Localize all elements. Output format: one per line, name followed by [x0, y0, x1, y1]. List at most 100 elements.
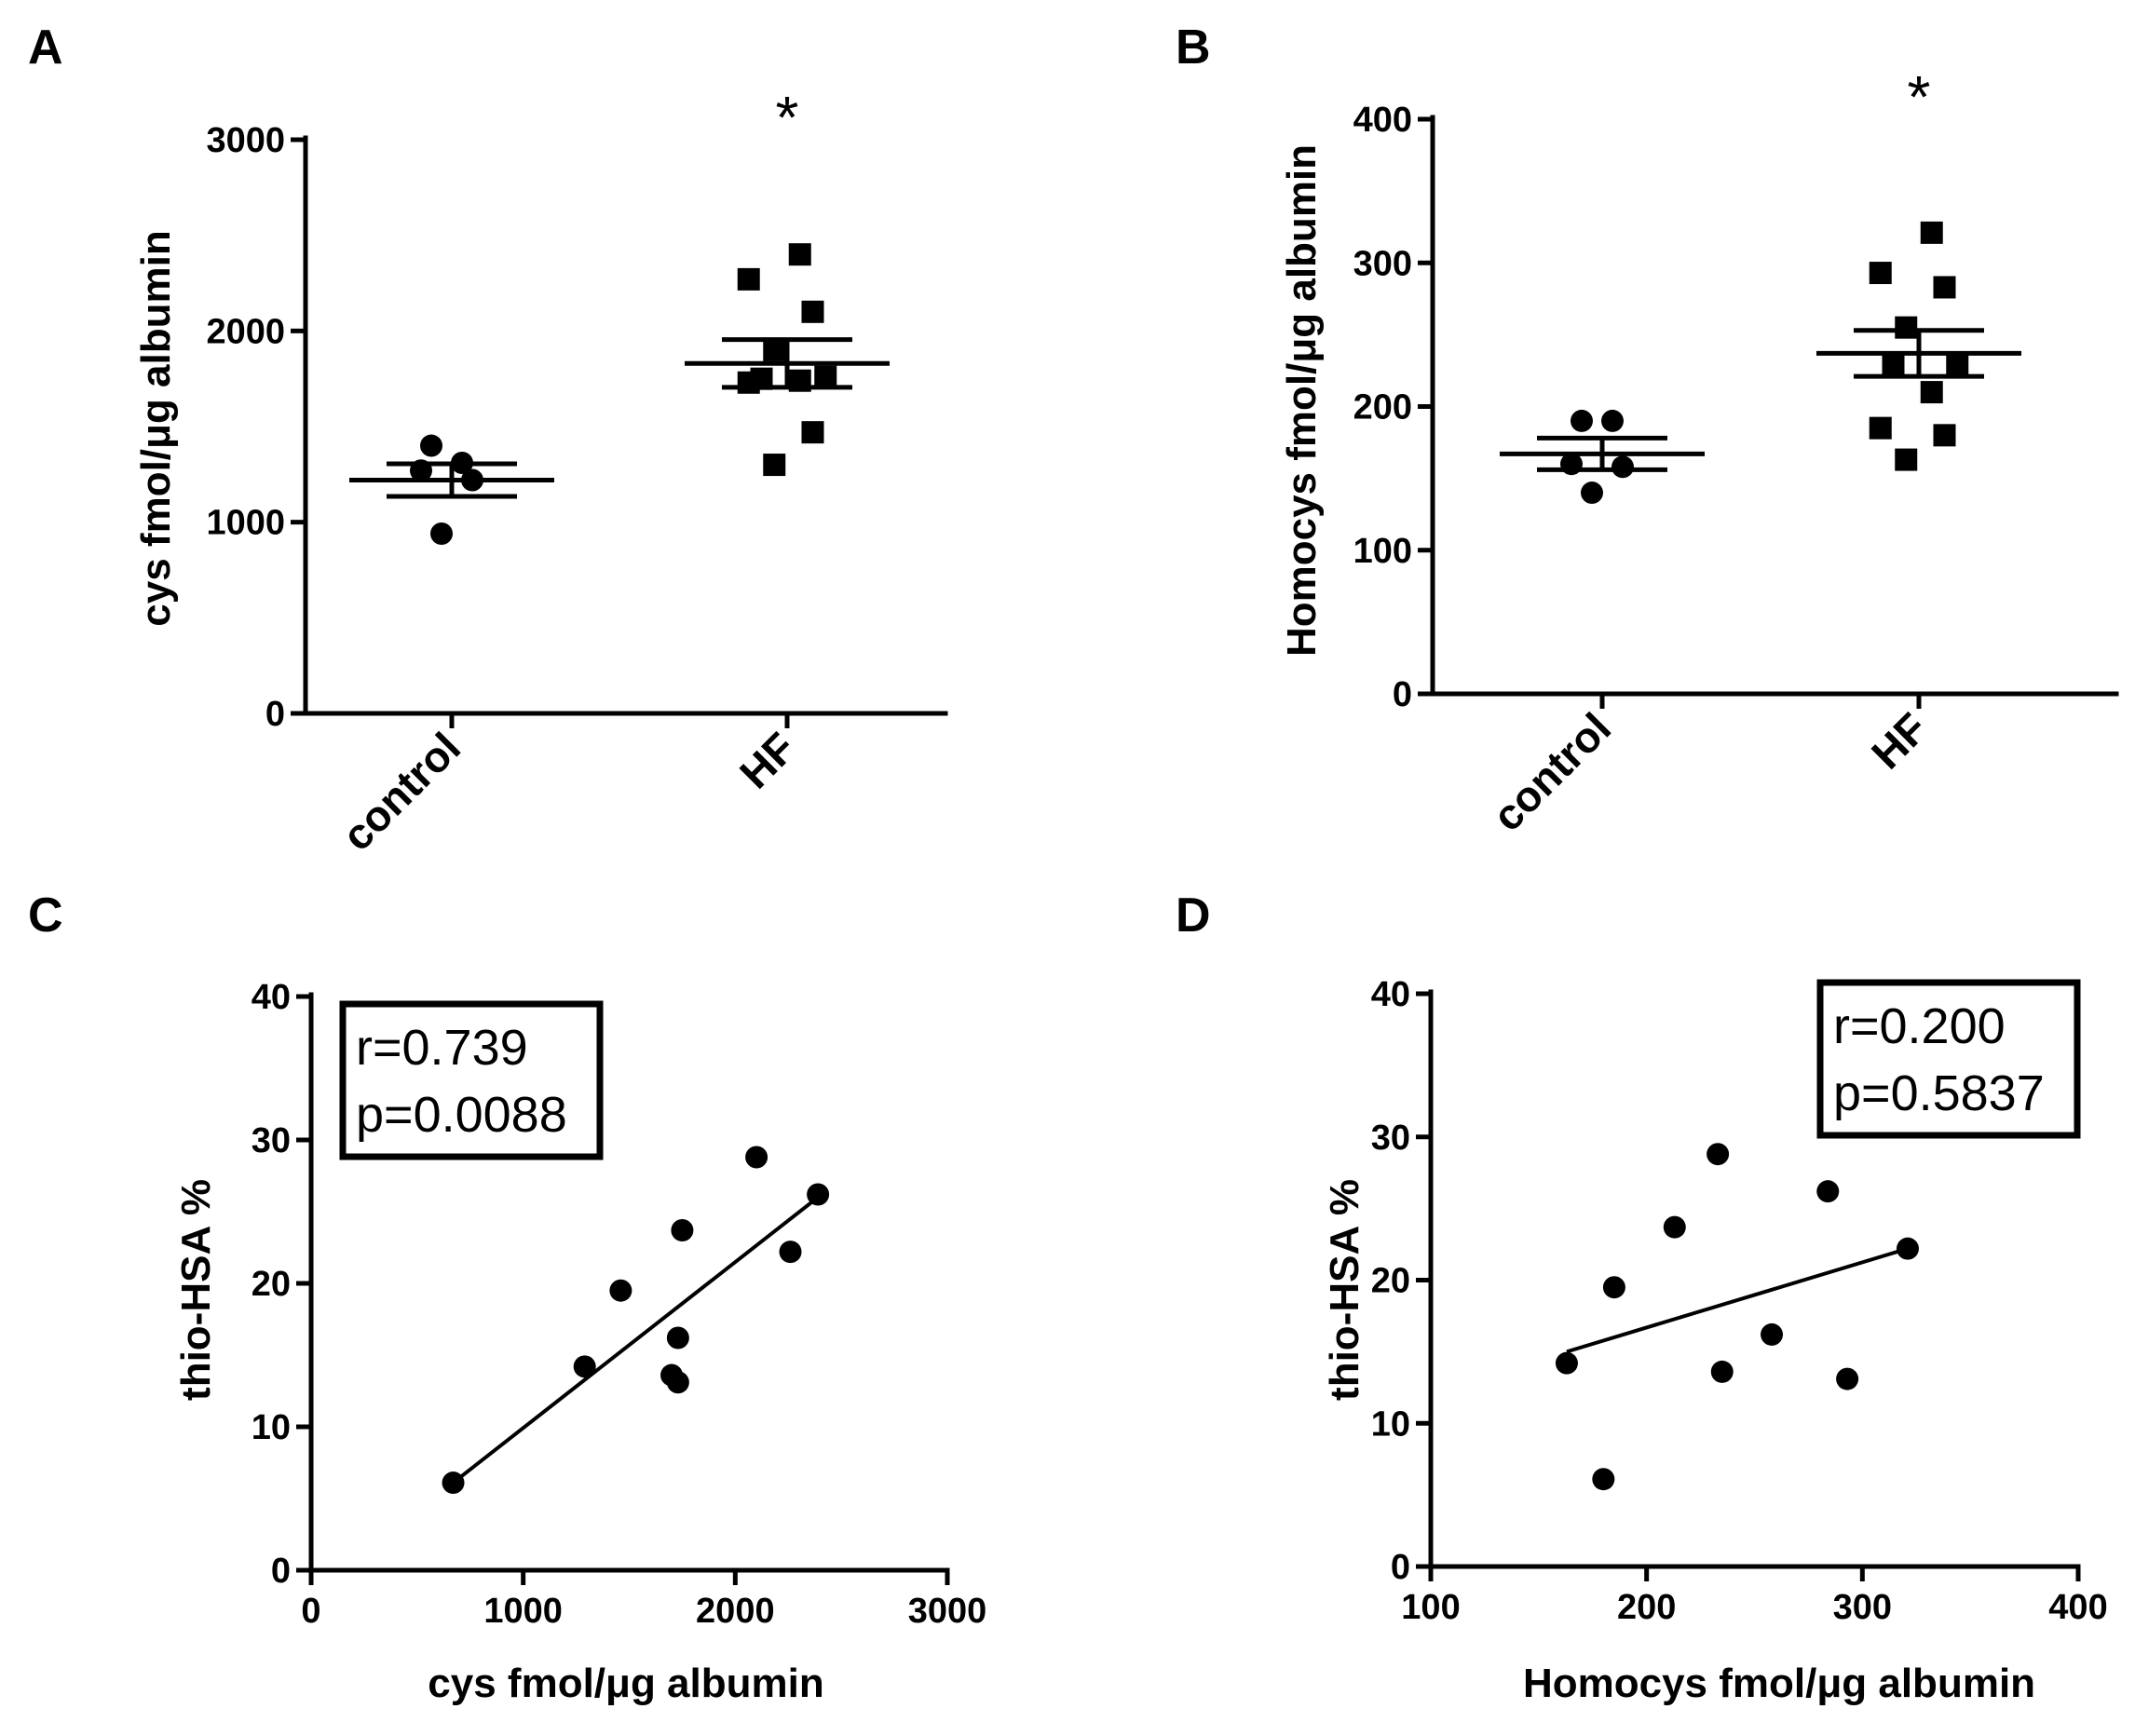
- data-point: [1707, 1143, 1730, 1166]
- data-point: [1601, 409, 1624, 432]
- stats-r: r=0.200: [1833, 998, 2006, 1054]
- y-tick-label: 0: [271, 1552, 291, 1591]
- y-tick-label: 20: [1371, 1262, 1410, 1301]
- data-point: [1836, 1367, 1859, 1390]
- y-tick-label: 2000: [206, 312, 285, 351]
- panel-letter-d: D: [1176, 888, 1211, 943]
- y-tick-label: 400: [1353, 101, 1412, 140]
- x-axis-title: cys fmol/μg albumin: [428, 1661, 823, 1706]
- regression-line: [1566, 1246, 1909, 1354]
- stats-p: p=0.0088: [356, 1087, 567, 1143]
- y-tick-label: 200: [1353, 388, 1412, 427]
- data-point: [1946, 352, 1969, 375]
- y-axis-title: Homocys fmol/μg albumin: [1279, 144, 1325, 657]
- y-tick-label: 30: [252, 1121, 291, 1160]
- stats-box: r=0.200 p=0.5837: [1816, 979, 2081, 1139]
- data-point: [1761, 1322, 1784, 1346]
- data-point: [573, 1355, 596, 1378]
- y-tick-label: 1000: [206, 504, 285, 543]
- data-point: [1581, 481, 1603, 505]
- data-point: [779, 1241, 802, 1264]
- stats-box: r=0.739 p=0.0088: [339, 1000, 604, 1160]
- y-tick-label: 100: [1353, 532, 1412, 571]
- panel-d: thio-HSA % Homocys fmol/μg albumin r=0.2…: [1322, 975, 2108, 1706]
- data-point: [763, 338, 786, 361]
- data-marks: *: [1500, 63, 2021, 505]
- data-point: [788, 243, 811, 266]
- data-point: [1933, 424, 1956, 447]
- y-tick-label: 40: [1371, 975, 1410, 1014]
- data-point: [1896, 1237, 1919, 1260]
- data-point: [1933, 276, 1956, 299]
- y-axis-title: thio-HSA %: [173, 1179, 219, 1401]
- y-tick-label: 0: [265, 695, 285, 734]
- data-point: [1816, 1180, 1840, 1203]
- y-ticks: 0 100 200 300 400: [1353, 101, 1433, 714]
- data-marks: *: [349, 84, 890, 545]
- x-tick-label: 3000: [908, 1592, 987, 1631]
- y-tick-label: 40: [252, 978, 291, 1017]
- axes: [303, 135, 948, 728]
- data-point: [1710, 1360, 1734, 1383]
- data-point: [1663, 1215, 1686, 1239]
- x-tick-label: 0: [301, 1592, 320, 1631]
- data-point: [671, 1219, 694, 1242]
- significance-star: *: [1908, 63, 1931, 130]
- x-tick-label: 300: [1833, 1588, 1892, 1627]
- x-axis-title: Homocys fmol/μg albumin: [1523, 1661, 2035, 1706]
- x-tick-label: 1000: [483, 1592, 563, 1631]
- data-marks: [1555, 1143, 1919, 1491]
- data-point: [666, 1326, 689, 1349]
- data-point: [1882, 352, 1905, 375]
- y-tick-label: 0: [1391, 1548, 1410, 1587]
- data-point: [1895, 316, 1918, 339]
- data-point: [1895, 448, 1918, 471]
- regression-line: [452, 1196, 820, 1485]
- data-point: [745, 1146, 768, 1169]
- x-tick-label: 100: [1401, 1588, 1460, 1627]
- y-axis-title: thio-HSA %: [1322, 1179, 1367, 1401]
- data-marks: [442, 1146, 830, 1495]
- data-point: [1920, 381, 1943, 404]
- y-tick-label: 10: [1371, 1404, 1410, 1444]
- data-point: [442, 1472, 465, 1495]
- stats-p: p=0.5837: [1833, 1065, 2045, 1121]
- data-point: [1611, 455, 1634, 479]
- data-point: [1602, 1276, 1625, 1299]
- data-point: [814, 365, 837, 388]
- y-ticks: 0 1000 2000 3000: [206, 121, 306, 734]
- y-tick-label: 0: [1393, 675, 1412, 714]
- data-point: [1592, 1468, 1615, 1491]
- y-tick-label: 3000: [206, 121, 285, 160]
- data-point: [763, 454, 786, 477]
- x-tick-label: 2000: [696, 1592, 775, 1631]
- y-axis-title: cys fmol/μg albumin: [133, 230, 179, 626]
- panel-letter-a: A: [28, 20, 63, 75]
- significance-star: *: [776, 84, 799, 151]
- data-point: [801, 300, 824, 323]
- data-point: [1555, 1351, 1578, 1375]
- y-tick-label: 30: [1371, 1119, 1410, 1158]
- data-point: [430, 522, 453, 545]
- data-point: [801, 421, 824, 444]
- y-tick-label: 20: [252, 1265, 291, 1304]
- y-tick-label: 300: [1353, 244, 1412, 283]
- data-point: [1869, 416, 1892, 440]
- ticks: 0 10 20 30 40 100 200 300 400: [1371, 975, 2108, 1627]
- panel-letter-b: B: [1176, 20, 1211, 75]
- y-tick-label: 10: [252, 1408, 291, 1447]
- data-point: [666, 1371, 689, 1394]
- panel-letter-c: C: [28, 888, 63, 943]
- data-point: [1869, 262, 1892, 285]
- data-point: [1920, 221, 1943, 244]
- ticks: 0 10 20 30 40 0 1000 2000 3000: [252, 978, 987, 1631]
- data-point: [737, 267, 760, 291]
- panel-c: thio-HSA % cys fmol/μg albumin r=0.739 p…: [173, 978, 986, 1706]
- stats-r: r=0.739: [356, 1020, 528, 1076]
- x-tick-label: 400: [2048, 1588, 2107, 1627]
- stats-box-border: [339, 1000, 604, 1160]
- data-point: [609, 1279, 632, 1302]
- data-point: [807, 1183, 830, 1206]
